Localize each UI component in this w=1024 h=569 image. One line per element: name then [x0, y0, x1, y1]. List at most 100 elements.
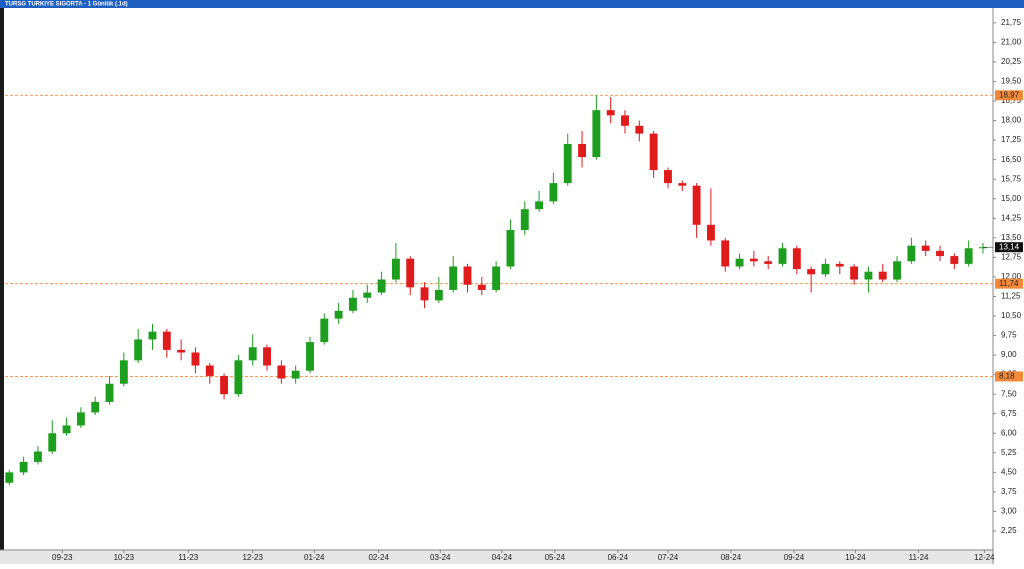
reference-label-box: [995, 371, 1023, 382]
x-tick-label: 10-23: [114, 553, 135, 562]
reference-label: 8,18: [999, 372, 1015, 381]
y-tick-label: 2,25: [1001, 526, 1017, 535]
y-tick-label: 19,50: [1001, 77, 1022, 86]
y-tick-label: 15,00: [1001, 194, 1022, 203]
candle-body: [907, 245, 916, 262]
candle-body: [563, 144, 572, 184]
candle-body: [377, 279, 386, 293]
candle-body: [778, 248, 787, 264]
candle-body: [5, 472, 14, 483]
y-tick-label: 9,75: [1001, 331, 1017, 340]
y-tick-label: 6,00: [1001, 428, 1017, 437]
y-tick-label: 18,75: [1001, 96, 1022, 105]
candle-body: [506, 230, 515, 267]
reference-label-box: [995, 90, 1023, 101]
candle-body: [950, 256, 959, 264]
candle-body: [449, 266, 458, 290]
candle-body: [635, 125, 644, 134]
candle-body: [664, 170, 672, 184]
candle-body: [606, 110, 615, 116]
candle-body: [864, 271, 873, 280]
x-tick-label: 05-24: [545, 553, 566, 562]
x-tick-label: 12-24: [974, 553, 995, 562]
y-tick-label: 16,50: [1001, 155, 1022, 164]
x-tick-label: 11-23: [178, 553, 198, 562]
candle-body: [792, 248, 801, 270]
candle-body: [979, 247, 987, 249]
candle-body: [263, 347, 271, 366]
candle-body: [649, 133, 658, 171]
candle-body: [177, 349, 186, 353]
candle-body: [936, 250, 944, 257]
y-tick-label: 3,75: [1001, 487, 1017, 496]
candle-body: [105, 383, 114, 402]
reference-label-box: [995, 278, 1023, 289]
y-tick-label: 20,25: [1001, 57, 1022, 66]
candle-body: [334, 310, 343, 319]
x-tick-label: 07-24: [658, 553, 679, 562]
chart-title: TURSG TURKIYE SIGORTA - 1 Günlük (.1d): [5, 2, 128, 8]
y-tick-label: 13,50: [1001, 233, 1022, 242]
candle-body: [463, 266, 472, 285]
candle-body: [850, 266, 859, 280]
candle-body: [520, 209, 529, 231]
candle-body: [248, 347, 257, 361]
candle-body: [749, 258, 758, 262]
candle-body: [291, 370, 300, 379]
y-tick-label: 21,75: [1001, 18, 1022, 27]
y-tick-label: 21,00: [1001, 38, 1022, 47]
candle-body: [320, 318, 329, 343]
y-tick-label: 10,50: [1001, 311, 1022, 320]
x-tick-label: 08-24: [721, 553, 742, 562]
candle-body: [420, 287, 429, 301]
x-tick-label: 02-24: [368, 553, 389, 562]
candle-body: [578, 144, 586, 158]
candle-body: [835, 263, 844, 267]
y-tick-label: 14,25: [1001, 213, 1022, 222]
y-tick-label: 12,75: [1001, 252, 1022, 261]
candle-body: [807, 269, 816, 275]
candle-body: [191, 352, 200, 366]
candle-body: [477, 284, 486, 290]
candle-body: [91, 401, 100, 413]
y-tick-label: 3,00: [1001, 507, 1017, 516]
x-tick-label: 09-24: [784, 553, 805, 562]
x-tick-label: 06-24: [608, 553, 629, 562]
candle-body: [306, 342, 314, 371]
reference-label: 18,97: [999, 90, 1020, 99]
candle-body: [492, 266, 501, 290]
candle-body: [162, 331, 171, 350]
y-tick-label: 18,00: [1001, 116, 1022, 125]
candle-body: [678, 183, 687, 186]
candle-body: [19, 461, 28, 473]
left-toolbar: [0, 8, 4, 564]
y-tick-label: 4,50: [1001, 467, 1017, 476]
candle-body: [821, 263, 830, 275]
candle-body: [220, 375, 229, 395]
candle-body: [964, 248, 973, 264]
candle-body: [764, 261, 773, 264]
x-tick-label: 10-24: [845, 553, 866, 562]
candle-body: [549, 183, 558, 202]
candle-body: [234, 360, 243, 395]
candle-body: [134, 339, 143, 361]
x-tick-label: 03-24: [430, 553, 451, 562]
x-tick-label: 01-24: [304, 553, 325, 562]
candle-body: [363, 292, 372, 298]
y-tick-label: 5,25: [1001, 448, 1017, 457]
candle-body: [434, 289, 443, 301]
candle-body: [735, 258, 744, 267]
last-price-label: 13,14: [999, 242, 1020, 251]
y-tick-label: 7,50: [1001, 389, 1017, 398]
candle-body: [406, 258, 415, 288]
y-tick-label: 11,25: [1001, 292, 1021, 301]
y-tick-label: 15,75: [1001, 174, 1022, 183]
y-tick-label: 9,00: [1001, 350, 1017, 359]
candle-body: [62, 425, 71, 434]
candle-body: [148, 331, 157, 340]
candle-body: [706, 224, 715, 241]
candle-body: [33, 451, 42, 462]
x-tick-label: 12-23: [242, 553, 263, 562]
y-tick-label: 17,25: [1001, 135, 1022, 144]
x-tick-label: 04-24: [492, 553, 513, 562]
